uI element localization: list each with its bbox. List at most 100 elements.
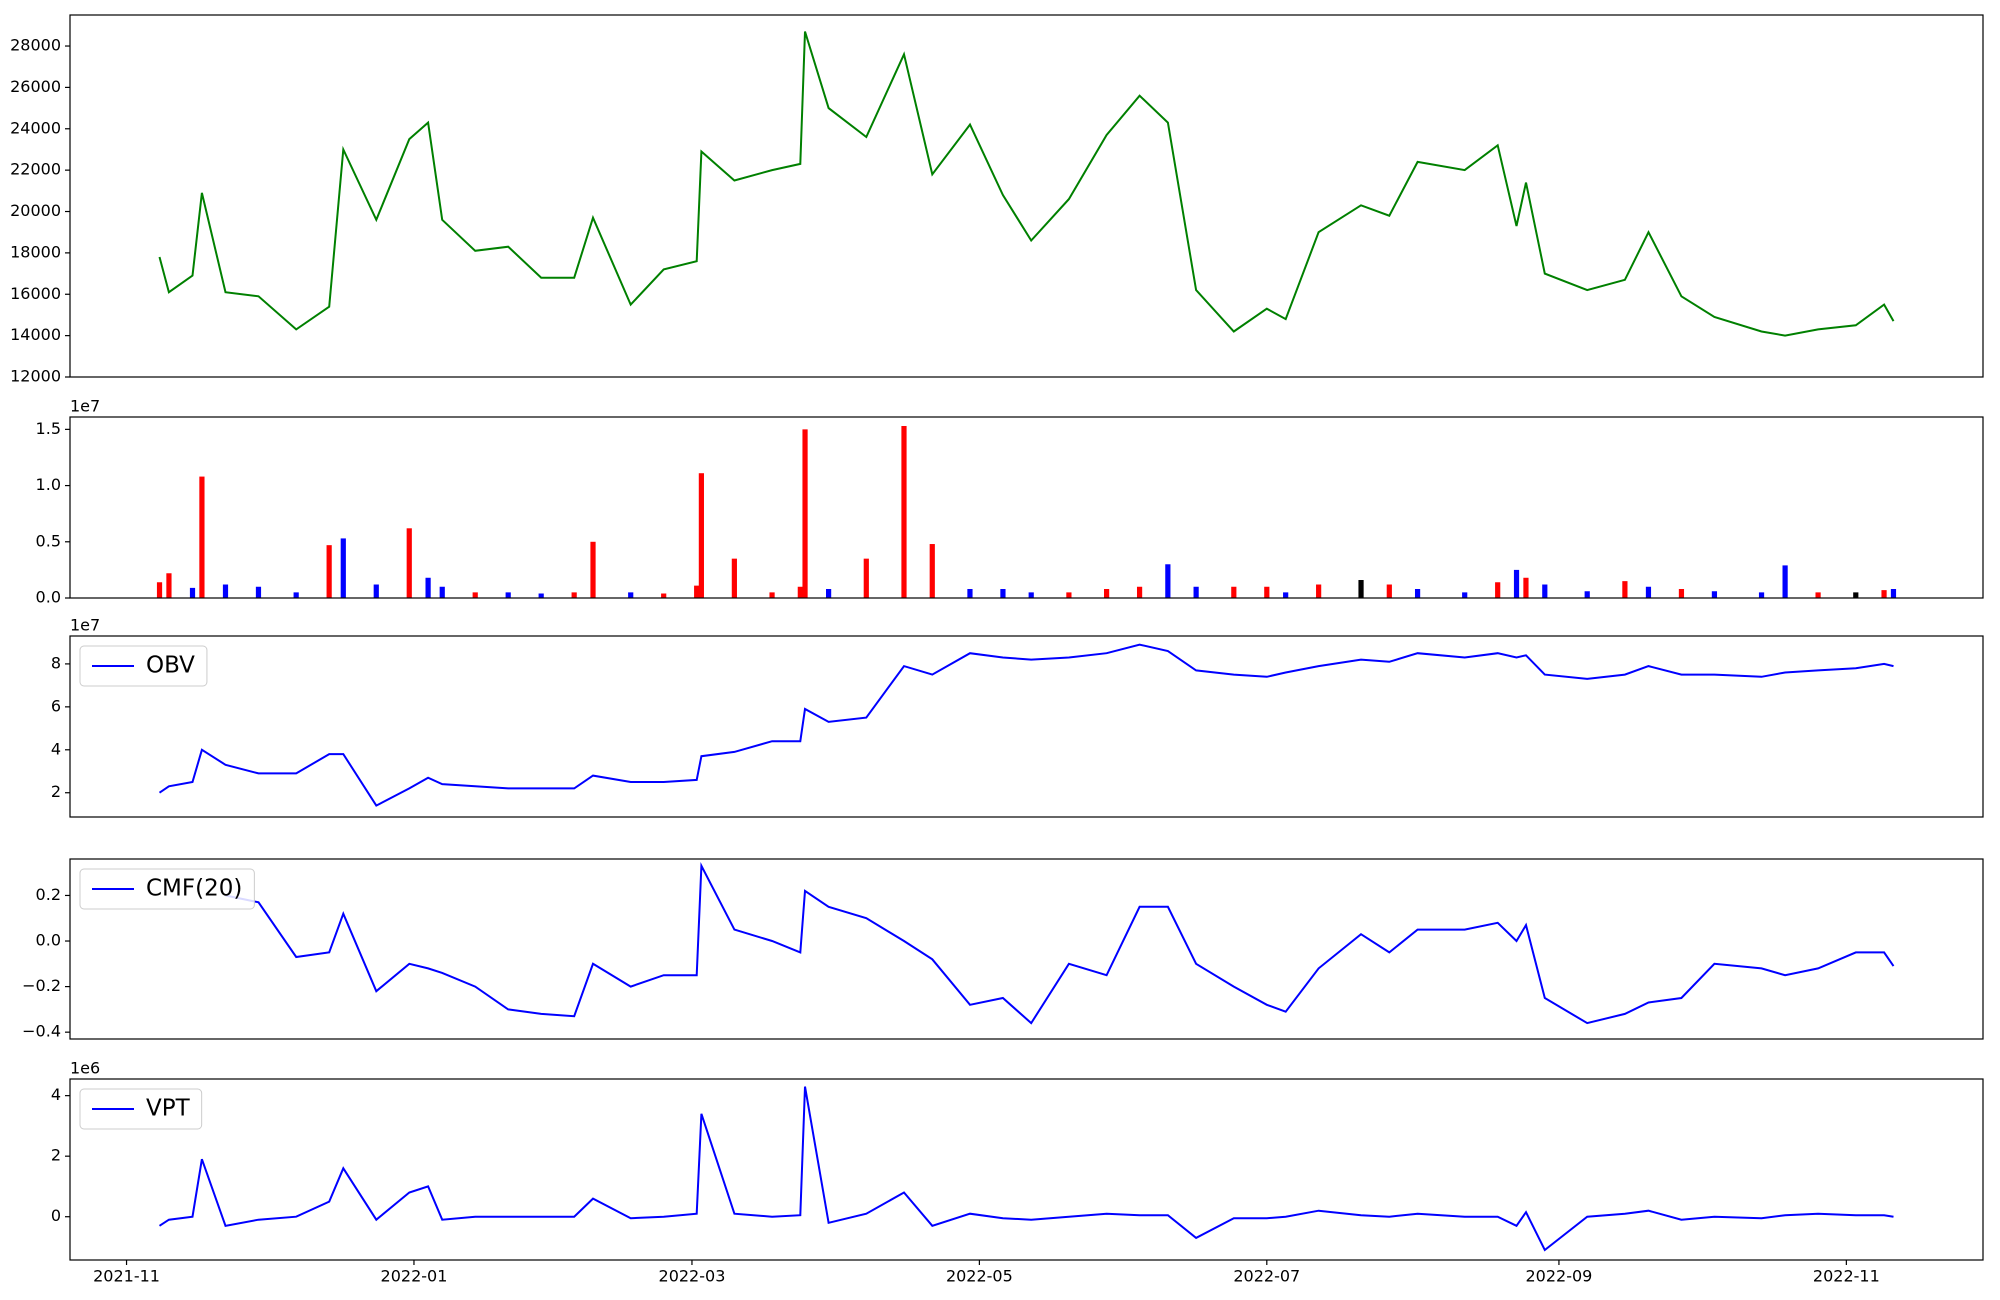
bar	[472, 592, 478, 598]
x-tick-label: 2022-03	[659, 1267, 726, 1286]
axes-frame	[69, 635, 1984, 818]
bar	[661, 593, 667, 598]
bar	[439, 586, 445, 598]
axes-frame	[69, 416, 1984, 599]
bar	[1136, 586, 1143, 598]
legend-label: OBV	[146, 653, 195, 679]
bar	[1104, 589, 1110, 598]
legend-label: CMF(20)	[146, 876, 242, 902]
line	[158, 31, 1895, 337]
bar	[1066, 592, 1072, 598]
bar	[425, 577, 431, 598]
y-tick-label: 4	[51, 1085, 61, 1104]
bar	[863, 558, 869, 598]
y-tick-label: 0.0	[36, 931, 61, 950]
bar	[1000, 589, 1006, 598]
bar	[1645, 586, 1652, 598]
y-tick-label: 18000	[10, 242, 61, 261]
bar	[1462, 592, 1468, 598]
y-tick-label: 6	[51, 696, 61, 715]
bar	[694, 585, 700, 598]
subplot: 0 2 4 2021-11 2022-01 2022-03 2022-05 2022-07 20…	[51, 1059, 1984, 1286]
bar	[1231, 586, 1237, 598]
bar	[1584, 591, 1590, 598]
y-tick-label: 0	[51, 1206, 61, 1225]
bar	[1513, 569, 1520, 598]
bar	[929, 544, 935, 598]
bar	[628, 592, 634, 598]
bar	[769, 592, 775, 598]
line	[158, 1086, 1894, 1252]
bar	[1758, 592, 1765, 598]
legend: OBV	[79, 645, 208, 687]
bar	[1622, 581, 1628, 598]
x-tick-label: 2021-11	[93, 1267, 160, 1286]
bar	[189, 587, 196, 598]
y-tick-label: 20000	[10, 201, 61, 220]
bar	[1316, 584, 1322, 598]
bar	[1264, 586, 1270, 598]
bar	[156, 582, 163, 598]
axes-frame	[69, 858, 1984, 1040]
subplot: 2 4 6 8 1e7 OBV	[51, 616, 1984, 818]
y-tick-label: 24000	[10, 118, 61, 137]
bar	[698, 473, 704, 598]
y-tick-label: 0.2	[36, 885, 61, 904]
bar	[797, 586, 803, 598]
bar	[901, 425, 907, 598]
bar	[1853, 592, 1859, 598]
bar	[293, 592, 299, 598]
bar	[1782, 565, 1788, 598]
x-tick-label: 2022-07	[1233, 1267, 1300, 1286]
bar	[255, 586, 262, 598]
bar	[1542, 584, 1548, 598]
y-tick-label: 14000	[10, 325, 61, 344]
bar	[731, 558, 737, 598]
x-tick-label: 2022-05	[946, 1267, 1013, 1286]
legend-frame	[79, 645, 208, 687]
bar	[199, 476, 205, 598]
bar	[1414, 589, 1421, 598]
subplot: 0.0 0.5 1.0 1.5 1e7	[36, 397, 1984, 607]
line	[158, 643, 1894, 807]
x-tick-label: 2022-09	[1526, 1267, 1593, 1286]
offset-label: 1e7	[70, 397, 100, 416]
bar	[222, 584, 229, 598]
bar	[1193, 586, 1199, 598]
y-tick-label: 2	[51, 1146, 61, 1165]
legend-label: VPT	[146, 1096, 191, 1122]
y-tick-label: 2	[51, 782, 61, 801]
axes-frame	[69, 14, 1984, 378]
x-tick-label: 2022-11	[1813, 1267, 1880, 1286]
bar	[1028, 592, 1034, 598]
y-tick-label: 22000	[10, 160, 61, 179]
bar	[505, 592, 511, 598]
bar	[802, 429, 808, 598]
y-tick-label: 0.5	[36, 531, 61, 550]
bar	[1495, 582, 1501, 598]
legend: VPT	[79, 1088, 203, 1130]
offset-label: 1e6	[70, 1059, 100, 1078]
bar	[826, 589, 832, 598]
y-tick-label: −0.2	[22, 976, 61, 995]
bar	[326, 545, 332, 598]
line	[225, 862, 1895, 1025]
y-tick-label: 4	[51, 739, 61, 758]
bar	[1386, 584, 1392, 598]
bar	[571, 592, 577, 598]
y-tick-label: 0.0	[36, 588, 61, 607]
bar	[1711, 591, 1718, 598]
legend-frame	[79, 1088, 203, 1130]
bar	[538, 593, 544, 598]
legend-frame	[79, 868, 255, 910]
subplot: −0.4 −0.2 0.0 0.2 CMF(20)	[22, 858, 1984, 1041]
bar	[373, 584, 379, 598]
bar	[590, 541, 596, 598]
y-tick-label: −0.4	[22, 1022, 61, 1041]
y-tick-label: 1.5	[36, 419, 61, 438]
bar	[1358, 580, 1364, 598]
bar	[1815, 592, 1821, 598]
bar	[1678, 589, 1685, 598]
